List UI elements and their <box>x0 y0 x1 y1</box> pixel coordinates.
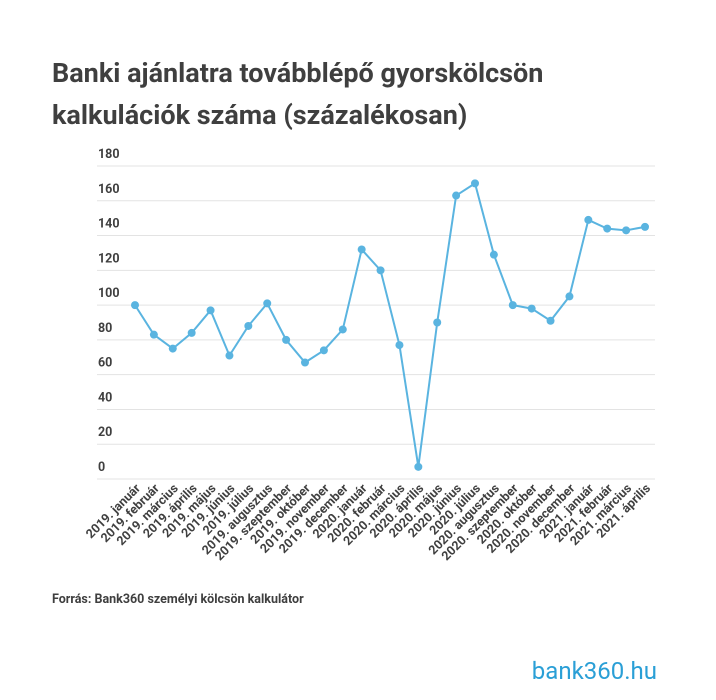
point <box>168 344 177 353</box>
point <box>452 191 461 200</box>
y-tick-label: 0 <box>98 460 105 475</box>
point <box>244 321 253 330</box>
point <box>263 299 272 308</box>
y-tick-label: 140 <box>98 217 120 232</box>
point <box>206 306 215 315</box>
chart-title: Banki ajánlatra továbblépő gyorskölcsön … <box>52 57 544 131</box>
y-tick-label: 20 <box>98 425 112 440</box>
y-tick-label: 180 <box>98 147 120 162</box>
y-tick-label: 40 <box>98 390 112 405</box>
y-tick-label: 100 <box>98 286 120 301</box>
point <box>565 292 574 301</box>
point <box>622 226 631 235</box>
point <box>395 341 404 350</box>
point <box>282 335 291 344</box>
point <box>414 462 423 471</box>
y-tick-label: 160 <box>98 182 120 197</box>
y-tick-label: 60 <box>98 356 112 371</box>
point <box>376 266 385 275</box>
y-tick-label: 120 <box>98 251 120 266</box>
source: Forrás: Bank360 személyi kölcsön kalkulá… <box>52 592 304 607</box>
point <box>546 316 555 325</box>
point <box>433 318 442 327</box>
point <box>508 301 517 310</box>
point <box>641 222 649 231</box>
point <box>187 328 196 337</box>
point <box>225 351 234 360</box>
point <box>301 358 309 367</box>
point <box>584 215 593 224</box>
y-tick-label: 80 <box>98 321 112 336</box>
logo: bank360.hu <box>532 657 657 685</box>
point <box>149 330 158 339</box>
line <box>134 181 646 467</box>
point <box>357 245 366 254</box>
point <box>319 346 328 355</box>
point <box>338 325 347 334</box>
point <box>527 304 536 313</box>
point <box>131 301 139 310</box>
point <box>489 250 498 259</box>
point <box>603 224 612 233</box>
point <box>471 179 479 188</box>
